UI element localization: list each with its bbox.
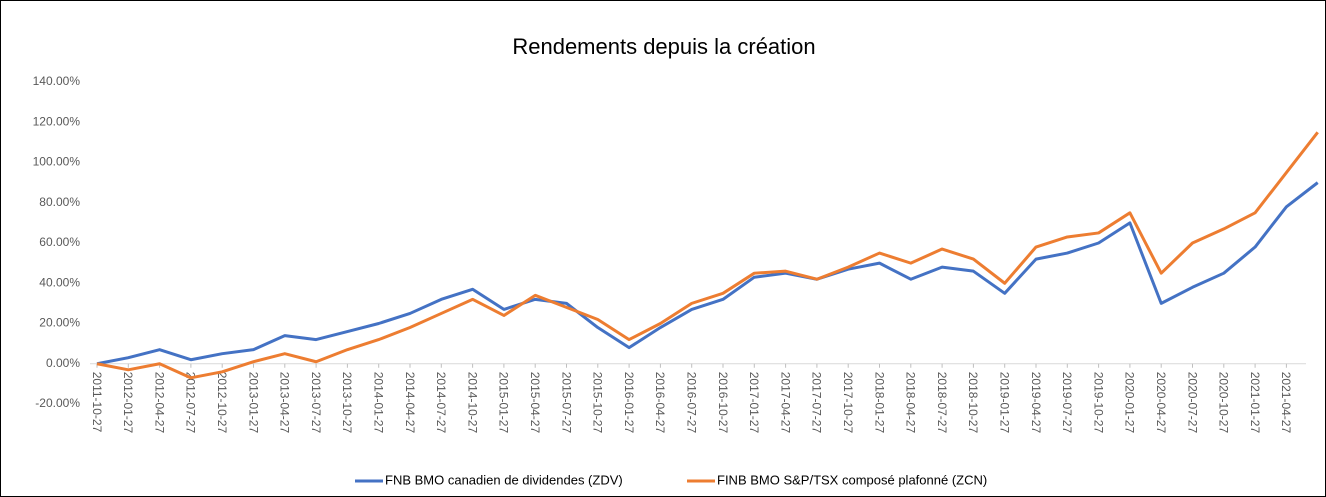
x-tick-label: 2021-01-27 [1248,372,1262,434]
x-tick-label: 2015-04-27 [528,372,542,434]
x-tick-label: 2014-10-27 [465,372,479,434]
x-tick-label: 2012-04-27 [152,372,166,434]
x-tick-label: 2016-07-27 [685,372,699,434]
x-tick-label: 2018-01-27 [872,372,886,434]
legend-label: FINB BMO S&P/TSX composé plafonné (ZCN) [717,472,987,487]
x-tick-label: 2015-01-27 [497,372,511,434]
x-tick-label: 2017-07-27 [810,372,824,434]
x-tick-label: 2014-04-27 [403,372,417,434]
x-tick-label: 2014-07-27 [434,372,448,434]
x-tick-label: 2017-04-27 [778,372,792,434]
chart-title: Rendements depuis la création [512,34,815,59]
x-tick-label: 2012-07-27 [184,372,198,434]
x-tick-label: 2019-10-27 [1091,372,1105,434]
x-tick-label: 2019-07-27 [1060,372,1074,434]
y-tick-label: 120.00% [33,114,81,128]
x-tick-label: 2012-10-27 [215,372,229,434]
x-tick-label: 2017-10-27 [841,372,855,434]
series-line [96,131,1319,380]
x-tick-label: 2015-10-27 [591,372,605,434]
x-tick-label: 2013-04-27 [278,372,292,434]
y-tick-label: 20.00% [39,316,80,330]
x-tick-label: 2013-01-27 [246,372,260,434]
y-tick-label: 0.00% [46,356,80,370]
y-tick-label: 60.00% [39,235,80,249]
y-tick-label: 100.00% [33,155,81,169]
x-tick-label: 2012-01-27 [121,372,135,434]
y-tick-label: -20.00% [35,396,80,410]
x-tick-label: 2018-07-27 [935,372,949,434]
x-tick-label: 2016-10-27 [716,372,730,434]
x-tick-label: 2015-07-27 [559,372,573,434]
x-tick-label: 2020-07-27 [1185,372,1199,434]
legend-label: FNB BMO canadien de dividendes (ZDV) [385,472,623,487]
x-tick-label: 2017-01-27 [747,372,761,434]
x-tick-label: 2020-04-27 [1154,372,1168,434]
x-tick-label: 2020-01-27 [1123,372,1137,434]
x-tick-label: 2019-01-27 [998,372,1012,434]
x-tick-label: 2018-10-27 [966,372,980,434]
x-tick-label: 2016-04-27 [653,372,667,434]
y-tick-label: 80.00% [39,195,80,209]
series-line [96,181,1319,366]
y-tick-label: 140.00% [33,74,81,88]
x-tick-label: 2021-04-27 [1279,372,1293,434]
x-tick-label: 2013-10-27 [340,372,354,434]
x-tick-label: 2016-01-27 [622,372,636,434]
x-tick-label: 2020-10-27 [1217,372,1231,434]
x-tick-label: 2014-01-27 [372,372,386,434]
x-tick-label: 2019-04-27 [1029,372,1043,434]
y-tick-label: 40.00% [39,275,80,289]
x-tick-label: 2018-04-27 [904,372,918,434]
x-tick-label: 2013-07-27 [309,372,323,434]
x-tick-label: 2011-10-27 [90,372,104,433]
